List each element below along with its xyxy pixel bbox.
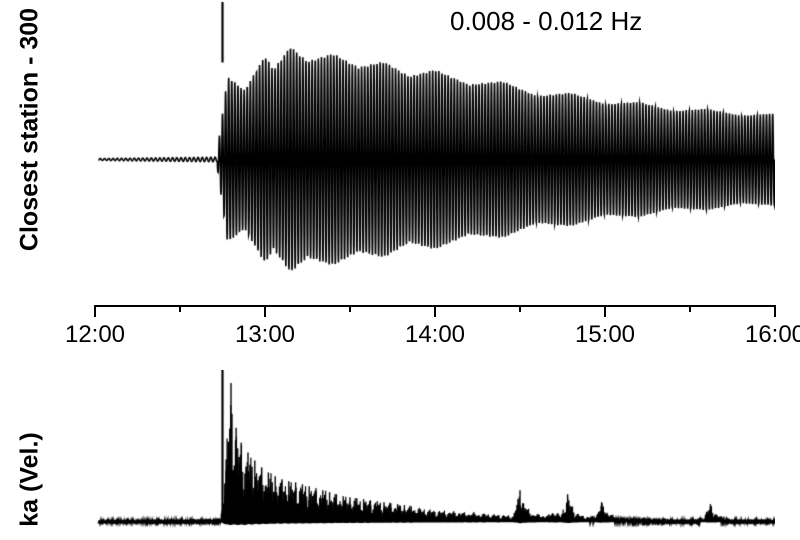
axis-sub-tick (689, 305, 691, 312)
axis-tick-label: 13:00 (235, 321, 295, 349)
axis-sub-tick (519, 305, 521, 312)
axis-major-tick (264, 305, 266, 317)
bottom-ylabel-partial: ka (Vel.) (16, 420, 45, 540)
top-ylabel: Closest station - 300 (16, 0, 45, 260)
axis-tick-label: 15:00 (575, 321, 635, 349)
axis-tick-label: 16:00 (745, 321, 800, 349)
axis-major-tick (94, 305, 96, 317)
axis-tick-label: 14:00 (405, 321, 465, 349)
axis-sub-tick (179, 305, 181, 312)
axis-major-tick (774, 305, 776, 317)
top-waveform-canvas (95, 0, 775, 275)
axis-major-tick (434, 305, 436, 317)
axis-tick-label: 12:00 (65, 321, 125, 349)
bottom-waveform-canvas (95, 370, 775, 530)
axis-sub-tick (349, 305, 351, 312)
axis-major-tick (604, 305, 606, 317)
